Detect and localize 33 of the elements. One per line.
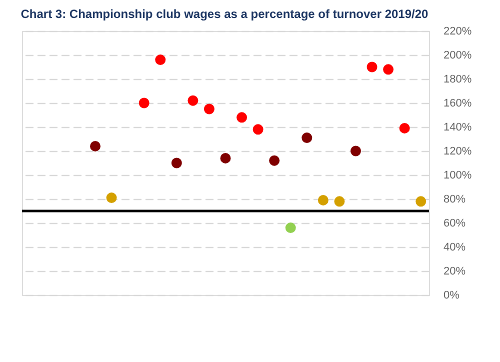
y-tick-label: 220% <box>444 26 472 38</box>
y-tick-label: 200% <box>444 50 472 62</box>
point <box>188 95 198 106</box>
point <box>236 112 248 123</box>
point <box>269 155 280 166</box>
y-tick-label: 100% <box>444 170 472 182</box>
point <box>366 62 378 72</box>
y-tick-label: 120% <box>444 146 472 158</box>
y-tick-label: 20% <box>444 266 466 278</box>
y-tick-label: 160% <box>444 98 472 110</box>
point <box>302 132 312 144</box>
y-tick-label: 180% <box>444 74 472 86</box>
point <box>138 98 150 108</box>
point <box>171 158 182 168</box>
point <box>252 124 264 135</box>
y-tick-label: 40% <box>444 242 466 254</box>
point <box>220 152 231 164</box>
point <box>204 104 214 114</box>
y-tick-label: 80% <box>444 194 466 206</box>
chart-title: Chart 3: Championship club wages as a percentage of turnover 2019/20 <box>20 7 429 21</box>
point <box>106 192 117 204</box>
y-tick-label: 140% <box>444 122 472 134</box>
point <box>350 146 361 156</box>
point <box>399 122 410 134</box>
y-tick-label: 0% <box>444 290 460 302</box>
point <box>416 196 426 207</box>
point <box>318 194 328 206</box>
point <box>155 54 166 66</box>
point <box>334 196 345 207</box>
point <box>285 222 296 234</box>
point <box>383 64 394 75</box>
point <box>90 140 101 152</box>
y-tick-label: 60% <box>444 218 466 230</box>
